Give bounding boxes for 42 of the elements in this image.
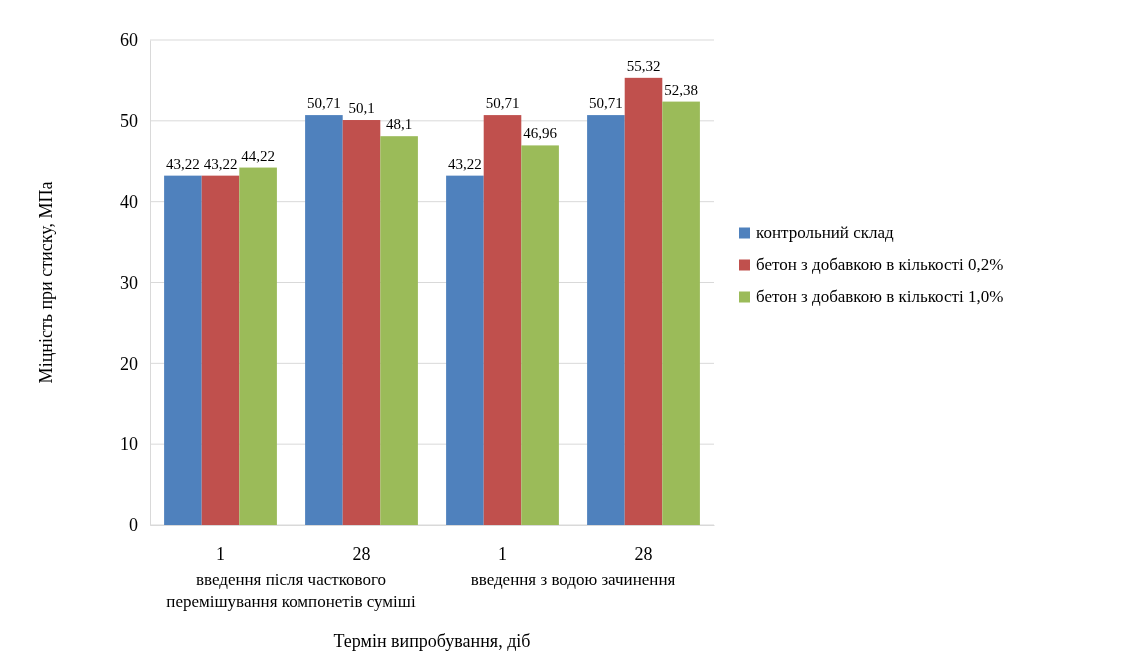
data-label: 50,1 [348,100,375,117]
bar [342,120,381,525]
data-label: 48,1 [385,116,413,133]
y-tick-label: 30 [120,272,138,293]
bar [201,175,240,525]
data-label: 44,22 [241,147,275,164]
data-label: 43,22 [203,155,238,172]
data-label: 43,22 [448,155,482,172]
data-label: 55,32 [626,57,661,74]
legend-label: бетон з добавкою в кількості 0,2% [756,254,1004,274]
data-label: 50,71 [485,95,520,112]
data-label: 46,96 [523,125,558,142]
bar [446,175,484,525]
data-label: 50,71 [307,95,341,112]
x-axis-title: Термін випробування, діб [333,631,531,651]
y-axis-title: Міцність при стиску, МПа [36,181,56,384]
bar [483,115,522,525]
legend-label: контрольний склад [756,222,895,242]
data-label: 43,22 [166,155,200,172]
bar [587,115,625,525]
legend-label: бетон з добавкою в кількості 1,0% [756,286,1004,306]
y-tick-label: 0 [129,515,138,536]
x-tick-label: 28 [634,543,653,564]
y-tick-label: 40 [120,191,138,212]
text: введення після часткового перемішування компонетів суміші [166,570,416,611]
x-tick-label: 1 [498,543,507,564]
x-tick-label: 1 [216,543,225,564]
x-tick-label: 28 [352,543,371,564]
bar [662,101,700,525]
y-tick-label: 60 [120,30,138,51]
bar [380,136,418,525]
y-tick-label: 20 [120,353,138,374]
bar [305,115,343,525]
data-label: 52,38 [664,81,698,98]
bar [624,77,663,525]
y-tick-label: 50 [120,111,138,132]
data-label: 50,71 [589,95,623,112]
text: введення з водою зачинення [470,570,676,589]
bar [164,175,202,525]
y-tick-label: 10 [120,434,138,455]
bar [521,145,559,525]
bar [239,167,277,525]
